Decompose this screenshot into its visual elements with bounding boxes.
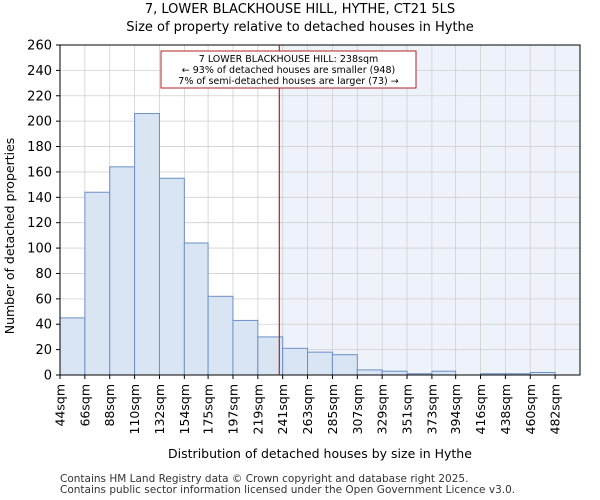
histogram-bar (431, 370, 457, 376)
x-tick-label: 351sqm (400, 384, 415, 434)
y-tick-label: 60 (35, 292, 52, 307)
x-tick-label: 438sqm (498, 384, 513, 434)
x-tick-label: 263sqm (300, 384, 315, 434)
y-tick-label: 240 (27, 64, 52, 79)
histogram-bar (59, 317, 86, 376)
x-tick-label: 416sqm (473, 384, 488, 434)
x-tick-label: 88sqm (102, 384, 117, 427)
y-tick-label: 220 (27, 89, 52, 104)
x-tick-label: 307sqm (350, 384, 365, 434)
annotation-line: 7 LOWER BLACKHOUSE HILL: 238sqm (199, 54, 378, 65)
x-tick-label: 132sqm (152, 384, 167, 434)
x-tick-label: 285sqm (325, 384, 340, 434)
y-tick-label: 20 (35, 343, 52, 358)
y-tick-label: 140 (27, 191, 52, 206)
y-tick-label: 260 (27, 39, 52, 54)
x-tick-label: 154sqm (177, 384, 192, 434)
y-tick-label: 40 (35, 318, 52, 333)
footer-line-2: Contains public sector information licen… (60, 484, 516, 496)
y-axis-label: Number of detached properties (2, 138, 17, 335)
chart-title: 7, LOWER BLACKHOUSE HILL, HYTHE, CT21 5L… (144, 2, 456, 17)
y-tick-label: 0 (44, 369, 52, 384)
histogram-chart: 0 20 40 60 80 100 120 140 160 180 200 220 240 260 44sq… (2, 39, 581, 461)
y-tick-label: 180 (27, 140, 52, 155)
histogram-bar (331, 354, 358, 376)
x-tick-label: 329sqm (375, 384, 390, 434)
x-tick-label: 197sqm (225, 384, 240, 434)
histogram-bar (109, 166, 136, 376)
histogram-bar (282, 347, 309, 376)
annotation-line: 7% of semi-detached houses are larger (7… (178, 76, 398, 87)
histogram-bar (307, 351, 333, 376)
larger-region-shade (279, 45, 580, 375)
y-tick-label: 120 (27, 216, 52, 231)
plot-frame (59, 44, 581, 376)
histogram-bar (183, 242, 209, 376)
histogram-bar (232, 319, 259, 376)
annotation-box (160, 50, 417, 89)
x-tick-label: 66sqm (77, 384, 92, 427)
x-tick-label: 219sqm (250, 384, 265, 434)
y-tick-label: 160 (27, 165, 52, 180)
chart-subtitle: Size of property relative to detached ho… (126, 20, 474, 35)
x-tick-label: 482sqm (548, 384, 563, 434)
histogram-bar (356, 369, 383, 376)
x-tick-label: 373sqm (424, 384, 439, 434)
x-tick-label: 394sqm (448, 384, 463, 434)
x-tick-label: 460sqm (523, 384, 538, 434)
histogram-bar (207, 295, 234, 376)
x-tick-label: 241sqm (275, 384, 290, 434)
y-tick-label: 80 (35, 267, 52, 282)
y-tick-label: 200 (27, 115, 52, 130)
histogram-bar (158, 177, 185, 376)
histogram-bar (381, 370, 408, 376)
annotation-line: ← 93% of detached houses are smaller (94… (182, 65, 395, 76)
histogram-bar (134, 113, 160, 376)
footer-line-1: Contains HM Land Registry data © Crown c… (60, 473, 469, 485)
y-tick-label: 100 (27, 242, 52, 257)
x-tick-label: 110sqm (127, 384, 142, 434)
x-tick-label: 44sqm (53, 384, 68, 427)
histogram-bar (84, 191, 111, 376)
x-tick-label: 175sqm (201, 384, 216, 434)
x-axis-label: Distribution of detached houses by size … (168, 446, 472, 461)
